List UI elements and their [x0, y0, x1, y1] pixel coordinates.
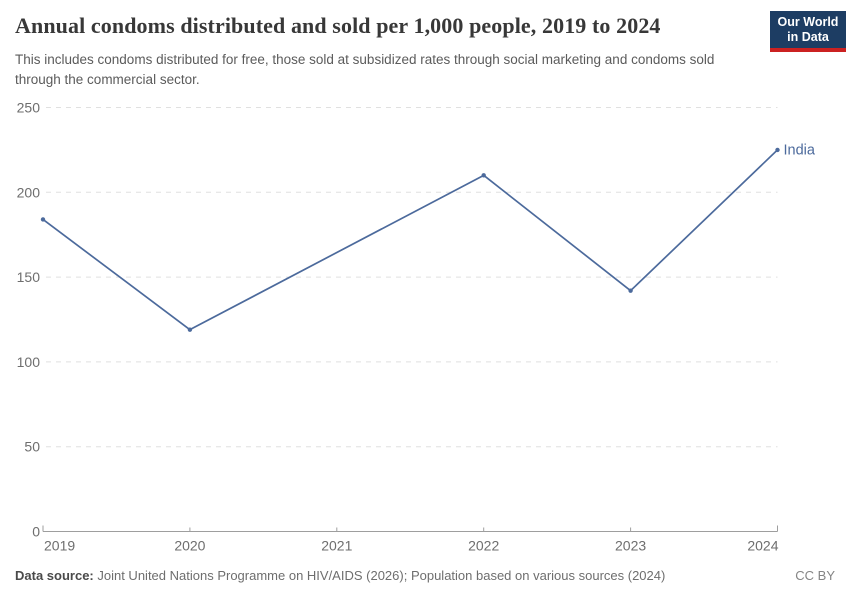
y-tick-label: 250 [17, 100, 41, 116]
chart-subtitle: This includes condoms distributed for fr… [15, 52, 715, 87]
data-source-label: Data source: [15, 568, 94, 583]
y-tick-label: 0 [32, 524, 40, 540]
owid-logo-line1: Our World [777, 14, 839, 29]
data-point[interactable] [187, 327, 193, 332]
data-source-text: Joint United Nations Programme on HIV/AI… [93, 568, 666, 583]
y-tick-label: 100 [17, 354, 41, 370]
x-tick-label: 2024 [747, 538, 778, 554]
license-badge[interactable]: CC BY [795, 568, 835, 583]
data-point[interactable] [628, 288, 633, 293]
chart-title: Annual condoms distributed and sold per … [15, 13, 661, 38]
x-tick-label: 2019 [44, 538, 75, 554]
x-tick-label: 2020 [174, 538, 205, 554]
owid-logo[interactable]: Our World in Data [770, 11, 846, 52]
x-tick-label: 2023 [615, 538, 646, 554]
data-point[interactable] [481, 173, 486, 178]
y-tick-label: 200 [17, 184, 41, 200]
x-tick-label: 2022 [468, 538, 499, 554]
x-tick-label: 2021 [321, 538, 352, 554]
data-line[interactable] [42, 149, 779, 331]
chart-footer: Data source: Joint United Nations Progra… [15, 568, 835, 583]
owid-logo-line2: in Data [787, 29, 829, 44]
y-tick-label: 150 [17, 269, 41, 285]
series-end-label[interactable]: India [784, 142, 816, 158]
data-point[interactable] [775, 147, 780, 153]
y-tick-label: 50 [24, 439, 40, 455]
data-source: Data source: Joint United Nations Progra… [15, 568, 665, 583]
data-point[interactable] [40, 217, 46, 222]
